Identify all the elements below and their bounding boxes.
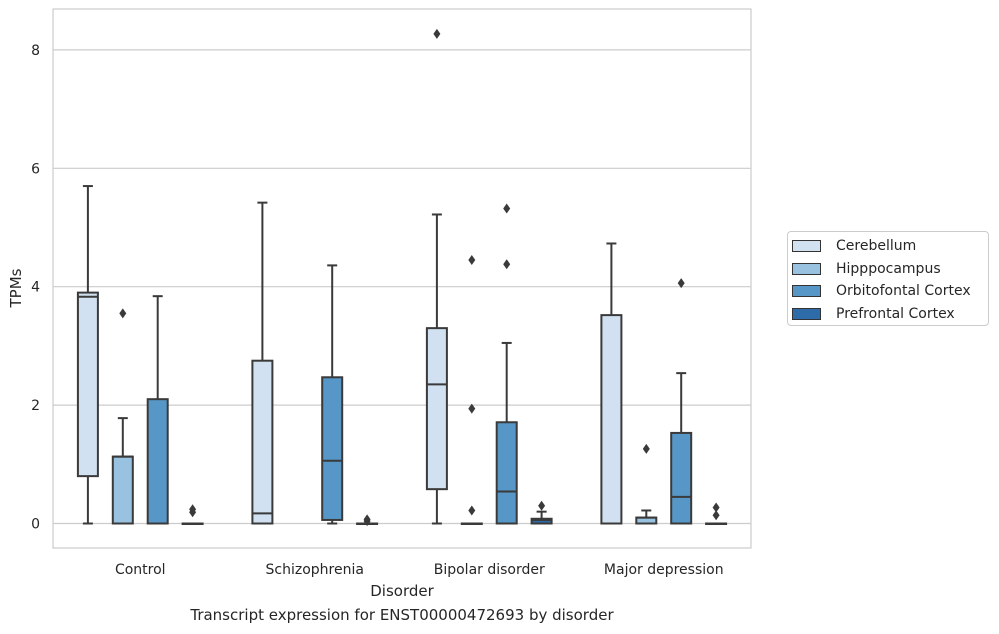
box-0-3 [181, 504, 204, 525]
box-3-1 [635, 443, 658, 525]
box-3-0 [600, 242, 623, 525]
x-tick-label: Control [115, 562, 166, 578]
outlier-point [363, 516, 371, 527]
outlier-point [503, 203, 511, 214]
box-1-3 [356, 514, 379, 527]
legend-swatch [792, 307, 821, 320]
box-0-1 [111, 308, 134, 525]
legend-item: Hipppocampus [792, 258, 988, 281]
chart-caption: Transcript expression for ENST0000047269… [190, 606, 614, 624]
legend: Cerebellum Hipppocampus Orbitofontal Corte… [787, 231, 989, 326]
legend-item: Prefrontal Cortex [792, 303, 988, 326]
legend-label: Prefrontal Cortex [836, 305, 955, 322]
box-iqr [530, 517, 553, 525]
box-iqr [670, 431, 693, 525]
box-iqr [495, 421, 518, 525]
box-iqr [146, 398, 169, 525]
x-tick-label: Schizophrenia [266, 562, 364, 578]
box-0-0 [76, 185, 99, 525]
outlier-point [189, 507, 197, 518]
outlier-point [119, 308, 127, 319]
outlier-point [433, 28, 441, 39]
box-3-2 [670, 278, 693, 525]
outlier-point [642, 443, 650, 454]
legend-label: Cerebellum [836, 238, 917, 255]
y-tick-label: 6 [31, 161, 40, 177]
box-1-2 [321, 264, 344, 525]
outlier-point [677, 278, 685, 289]
y-tick-label: 4 [31, 280, 40, 296]
y-tick-label: 0 [31, 517, 40, 533]
legend-swatch [792, 262, 821, 275]
legend-label: Orbitofontal Cortex [836, 283, 971, 300]
box-2-1 [460, 255, 483, 525]
box-2-0 [425, 28, 448, 525]
legend-item: Cerebellum [792, 235, 988, 258]
box-2-2 [495, 203, 518, 525]
outlier-point [503, 259, 511, 270]
legend-swatch [792, 285, 821, 298]
box-1-0 [251, 201, 274, 525]
y-axis-label: TPMs [7, 268, 25, 308]
x-axis-label: Disorder [370, 582, 434, 600]
box-iqr [111, 455, 134, 525]
legend-label: Hipppocampus [836, 260, 941, 277]
box-iqr [251, 359, 274, 525]
x-tick-label: Major depression [604, 562, 724, 578]
box-iqr [600, 314, 623, 525]
box-0-2 [146, 295, 169, 525]
plot-area [52, 8, 752, 549]
y-tick-label: 2 [31, 398, 40, 414]
box-iqr [425, 327, 448, 491]
x-tick-label: Bipolar disorder [434, 562, 545, 578]
box-2-3 [530, 500, 553, 525]
outlier-point [712, 502, 720, 513]
outlier-point [468, 505, 476, 516]
outlier-point [468, 403, 476, 414]
outlier-point [468, 255, 476, 266]
legend-item: Orbitofontal Cortex [792, 280, 988, 303]
legend-swatch [792, 240, 821, 253]
outlier-point [712, 510, 720, 521]
y-tick-label: 8 [31, 43, 40, 59]
box-3-3 [705, 502, 728, 525]
outlier-point [538, 500, 546, 511]
box-iqr [76, 291, 99, 478]
box-iqr [321, 376, 344, 521]
